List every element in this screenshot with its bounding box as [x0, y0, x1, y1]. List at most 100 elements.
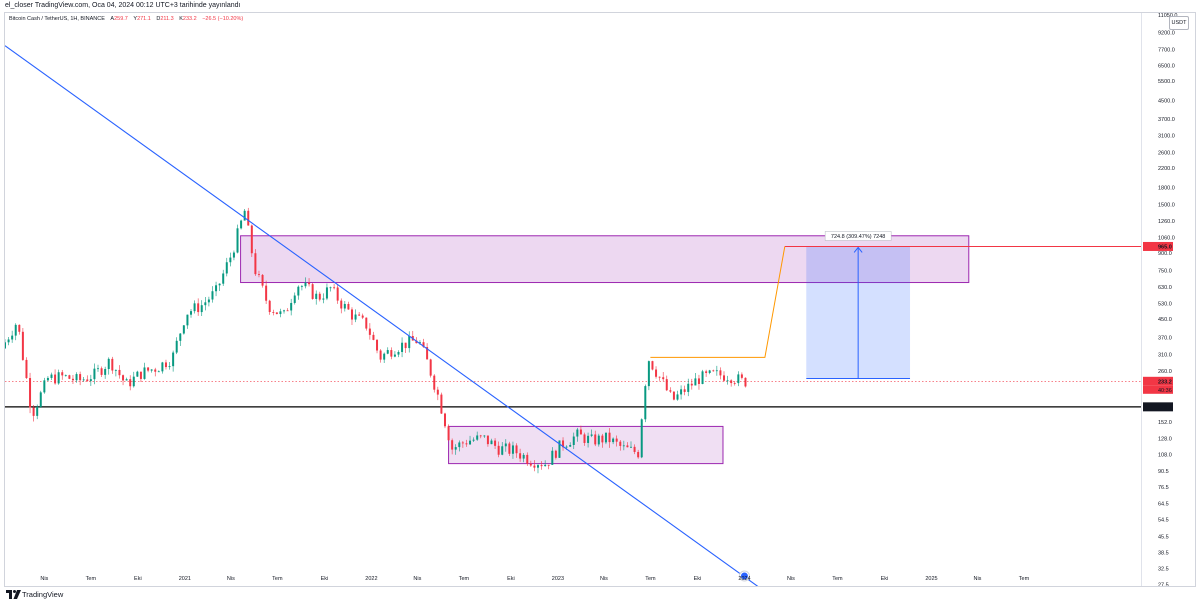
y-tick-label: 3700.0 [1158, 117, 1175, 123]
support-price-label: 178.2 [1158, 405, 1172, 411]
candle-body [179, 333, 182, 341]
candle-body [118, 369, 121, 376]
candle-body [279, 311, 282, 315]
candle-body [397, 351, 400, 355]
candle [118, 365, 121, 379]
candle-body [21, 331, 24, 360]
y-tick-label: 90.5 [1158, 469, 1169, 475]
candle [79, 371, 82, 386]
candle [658, 376, 661, 381]
x-tick-label: Nis [787, 576, 795, 582]
candle [272, 309, 275, 316]
candle [376, 339, 379, 354]
x-tick-label: Tem [832, 576, 843, 582]
candle [569, 442, 572, 447]
candle-body [86, 379, 89, 382]
candle-body [547, 464, 550, 466]
candle-body [329, 287, 332, 289]
candle [7, 336, 10, 346]
x-tick-label: 2023 [552, 576, 564, 582]
x-tick-label: Tem [459, 576, 470, 582]
y-tick-label: 900.0 [1158, 251, 1172, 257]
currency-button[interactable]: USDT [1169, 16, 1189, 30]
y-tick-label: 54.5 [1158, 517, 1169, 523]
candle [365, 317, 368, 331]
tradingview-brand: TradingView [22, 590, 64, 599]
candle [451, 438, 454, 455]
candle-body [486, 435, 489, 445]
candle [401, 337, 404, 358]
candle [318, 291, 321, 302]
candle-body [147, 367, 150, 371]
candle-body [97, 368, 100, 370]
candle-body [243, 210, 246, 221]
candle [726, 375, 729, 385]
projection-path [650, 246, 786, 358]
candle-body [601, 435, 604, 443]
candle-body [433, 375, 436, 390]
x-tick-label: Eki [507, 576, 515, 582]
candle-body [365, 317, 368, 329]
tradingview-logo-icon [6, 590, 21, 599]
candle [551, 447, 554, 465]
candle [590, 429, 593, 438]
y-tick-label: 128.0 [1158, 436, 1172, 442]
candle [361, 313, 364, 320]
candle [447, 424, 450, 441]
candle [669, 387, 672, 394]
candle-body [340, 300, 343, 309]
candle-body [511, 445, 514, 454]
candle-body [723, 375, 726, 381]
high-value: 271.1 [137, 16, 151, 22]
candle [190, 308, 193, 318]
candle-body [458, 442, 461, 448]
candle [637, 449, 640, 459]
candle-body [472, 439, 475, 441]
candle-body [647, 361, 650, 387]
y-tick-label: 45.5 [1158, 534, 1169, 540]
candle [740, 372, 743, 380]
candle [522, 452, 525, 463]
countdown-label-box [1143, 385, 1173, 394]
candle [64, 374, 67, 377]
chart-canvas[interactable]: 724.8 (309.47%) 7248 11050.0 9200.0 7700.0 6… [5, 13, 1195, 586]
candle [172, 350, 175, 372]
candle [612, 437, 615, 445]
target-price-label: 965.0 [1158, 244, 1172, 250]
y-tick-label: 2600.0 [1158, 150, 1175, 156]
candle-body [744, 377, 747, 387]
candle [651, 360, 654, 371]
candle [547, 464, 550, 470]
low-value: 211.3 [160, 16, 174, 22]
price-range-label-box [824, 231, 892, 241]
symbol-legend[interactable]: Bitcoin Cash / TetherUS, 1H, BINANCE A25… [9, 16, 243, 22]
candle [597, 433, 600, 447]
countdown-label: 40:36 [1158, 388, 1172, 394]
chart-panel[interactable]: 724.8 (309.47%) 7248 11050.0 9200.0 7700.0 6… [4, 12, 1196, 587]
candle [608, 428, 611, 448]
candle-body [386, 350, 389, 354]
candle [526, 452, 529, 466]
candle-body [447, 426, 450, 441]
candle [197, 298, 200, 316]
candle-body [71, 378, 74, 381]
x-tick-label: Nis [600, 576, 608, 582]
candle-body [379, 350, 382, 360]
candle [393, 351, 396, 358]
candle-body [501, 446, 504, 455]
candle [683, 385, 686, 396]
candle [225, 257, 228, 277]
candle [404, 342, 407, 354]
candle [82, 376, 85, 382]
candle-body [104, 369, 107, 375]
candle-body [536, 465, 539, 468]
candle [705, 369, 708, 377]
candle [222, 269, 225, 286]
candle-body [311, 284, 314, 299]
y-tick-label: 38.5 [1158, 550, 1169, 556]
candle-body [36, 406, 39, 416]
support-price-label-box [1143, 402, 1173, 412]
x-tick-label: 2021 [179, 576, 191, 582]
candle-body [164, 362, 167, 368]
candle [283, 309, 286, 314]
